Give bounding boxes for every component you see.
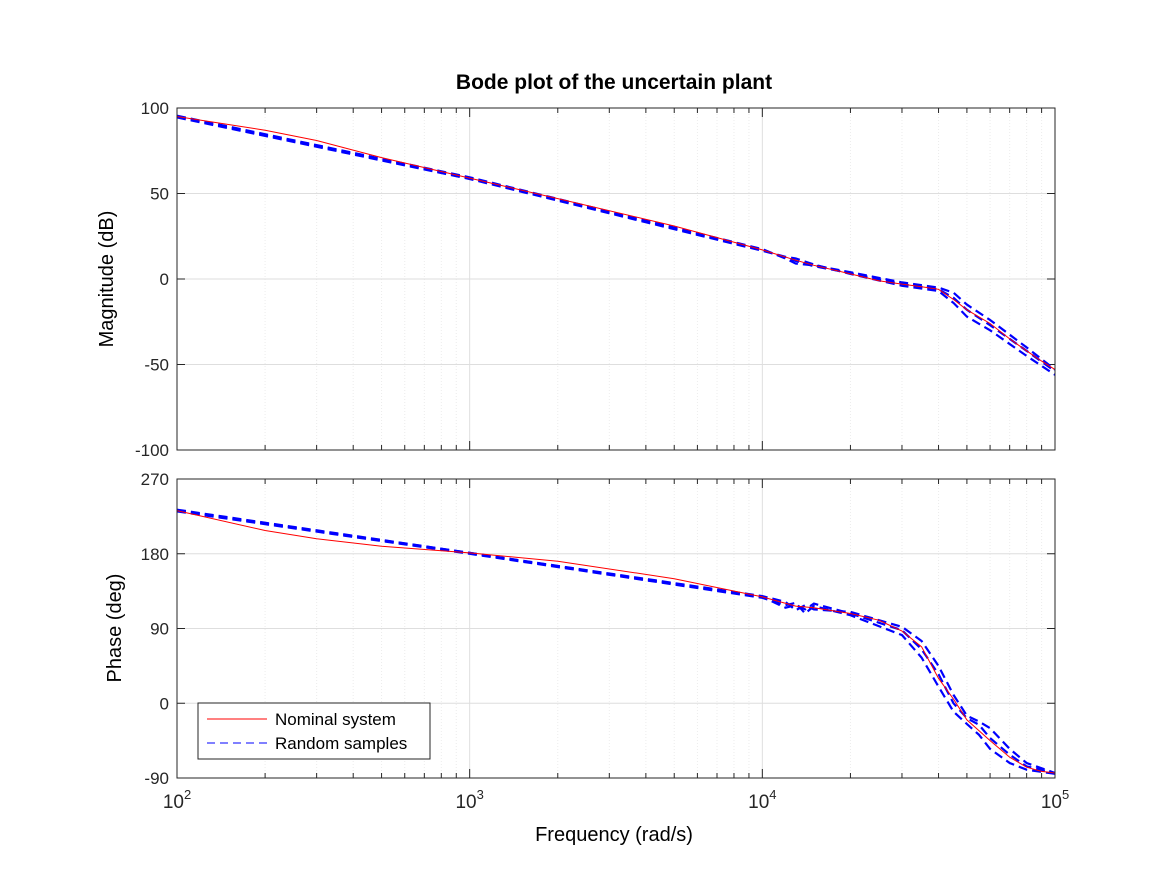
phase-y-tick-label: 90 (150, 620, 169, 639)
magnitude-axes: 100 50 0 -50 -100 Magnitude (dB) (96, 99, 1056, 460)
magnitude-grid (177, 108, 1055, 450)
x-tick-label: 104 (748, 787, 776, 813)
x-axis-label: Frequency (rad/s) (535, 824, 693, 846)
x-tick-label: 102 (163, 787, 191, 813)
x-tick-labels: 102 103 104 105 (163, 787, 1069, 813)
phase-axes-box (176, 478, 1056, 779)
magnitude-y-tick-label: -50 (144, 356, 169, 375)
phase-y-tick-label: -90 (144, 769, 169, 788)
phase-sample-line-1 (176, 508, 1056, 775)
x-tick-exponent: 5 (1062, 787, 1069, 802)
x-tick-base: 10 (455, 792, 476, 813)
magnitude-y-tick-label: 50 (150, 185, 169, 204)
phase-axes: 270 180 90 0 -90 Phase (deg) (104, 470, 1056, 788)
legend: Nominal system Random samples (197, 702, 431, 760)
x-tick-label: 105 (1041, 787, 1069, 813)
magnitude-ylabel: Magnitude (dB) (96, 211, 118, 348)
phase-y-tick-label: 180 (141, 545, 169, 564)
phase-nominal-line (176, 510, 1056, 774)
phase-sample-line-2 (176, 510, 1056, 775)
x-tick-exponent: 4 (769, 787, 776, 802)
magnitude-y-tick-label: 0 (160, 270, 169, 289)
chart-title: Bode plot of the uncertain plant (456, 71, 772, 94)
magnitude-y-tick-label: 100 (141, 99, 169, 118)
x-tick-base: 10 (163, 792, 184, 813)
phase-ylabel: Phase (deg) (104, 574, 126, 683)
x-tick-base: 10 (748, 792, 769, 813)
legend-nominal-label: Nominal system (275, 710, 396, 729)
x-tick-base: 10 (1041, 792, 1062, 813)
magnitude-y-ticks: 100 50 0 -50 -100 (135, 99, 1055, 460)
x-tick-exponent: 3 (477, 787, 484, 802)
legend-box (197, 702, 431, 760)
phase-y-tick-label: 0 (160, 694, 169, 713)
phase-y-tick-label: 270 (141, 470, 169, 489)
phase-random-samples (176, 508, 1056, 775)
x-tick-exponent: 2 (184, 787, 191, 802)
phase-sample-line-3 (176, 509, 1056, 775)
magnitude-axes-box (176, 107, 1056, 451)
x-tick-label: 103 (455, 787, 483, 813)
magnitude-y-tick-label: -100 (135, 441, 169, 460)
magnitude-nominal-line (176, 116, 1056, 371)
legend-samples-label: Random samples (275, 734, 407, 753)
